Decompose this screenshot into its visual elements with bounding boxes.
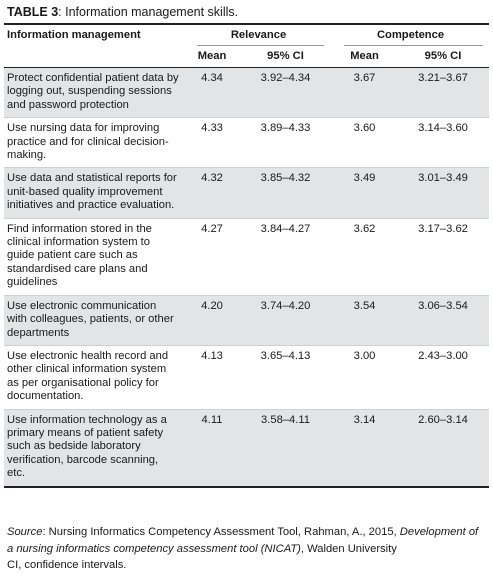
relevance-mean-cell: 4.32 <box>185 167 239 219</box>
caption-text: : Information management skills. <box>58 5 239 19</box>
relevance-mean-cell: 4.34 <box>185 67 239 119</box>
header-row-groups: Information management Relevance Compete… <box>4 25 489 45</box>
top-rule <box>4 23 489 25</box>
competence-mean-cell: 3.67 <box>332 67 398 119</box>
relevance-mean-cell: 4.33 <box>185 117 239 169</box>
skills-table: Information management Relevance Compete… <box>4 25 490 488</box>
relevance-ci-cell: 3.58–4.11 <box>239 409 333 488</box>
competence-ci-cell: 2.60–3.14 <box>397 409 490 488</box>
table-row: Use nursing data for improving practice … <box>4 117 490 169</box>
abbreviation-note: CI, confidence intervals. <box>7 559 127 571</box>
source-title: Development of a nursing informatics com… <box>7 526 479 555</box>
competence-ci-cell: 3.06–3.54 <box>397 295 490 346</box>
skill-cell: Find information stored in the clinical … <box>4 218 185 296</box>
header-row-sub: Mean 95% CI Mean 95% CI <box>4 46 490 68</box>
col-header-rel-ci: 95% CI <box>267 50 304 62</box>
relevance-ci-cell: 3.74–4.20 <box>239 295 333 346</box>
competence-mean-cell: 3.54 <box>332 295 398 346</box>
table-row: Find information stored in the clinical … <box>4 218 490 296</box>
group-rule-row <box>4 45 489 46</box>
col-header-comp-mean: Mean <box>350 50 379 62</box>
source-text-b: , Walden University <box>300 542 397 555</box>
competence-ci-cell: 3.17–3.62 <box>397 218 490 296</box>
relevance-mean-cell: 4.27 <box>185 218 239 296</box>
table-row: Protect confidential patient data by log… <box>4 67 490 119</box>
competence-ci-cell: 2.43–3.00 <box>397 345 490 410</box>
relevance-mean-cell: 4.20 <box>185 295 239 346</box>
group-header-relevance: Relevance <box>230 29 287 41</box>
table-row: Use electronic health record and other c… <box>4 345 490 410</box>
relevance-ci-cell: 3.65–4.13 <box>239 345 333 410</box>
skill-cell: Use nursing data for improving practice … <box>4 117 185 169</box>
table-row: Use data and statistical reports for uni… <box>4 167 490 219</box>
row-label-header: Information management <box>7 29 141 41</box>
source-note: Source: Nursing Informatics Competency A… <box>7 524 487 574</box>
source-label: Source <box>7 526 43 538</box>
relevance-ci-cell: 3.84–4.27 <box>239 218 333 296</box>
relevance-rule <box>197 45 325 46</box>
skill-cell: Use electronic health record and other c… <box>4 345 185 410</box>
relevance-ci-cell: 3.89–4.33 <box>239 117 333 169</box>
relevance-ci-cell: 3.92–4.34 <box>239 67 333 119</box>
relevance-mean-cell: 4.11 <box>185 409 239 488</box>
skill-cell: Use data and statistical reports for uni… <box>4 167 185 219</box>
skill-cell: Use electronic communication with collea… <box>4 295 185 346</box>
col-header-comp-ci: 95% CI <box>424 50 462 62</box>
relevance-ci-cell: 3.85–4.32 <box>239 167 333 219</box>
competence-mean-cell: 3.62 <box>332 218 398 296</box>
source-text-a: : Nursing Informatics Competency Assessm… <box>42 526 400 538</box>
skill-cell: Use information technology as a primary … <box>4 409 185 488</box>
competence-mean-cell: 3.14 <box>332 409 398 488</box>
competence-mean-cell: 3.00 <box>332 345 398 410</box>
col-header-rel-mean: Mean <box>197 50 227 62</box>
competence-mean-cell: 3.60 <box>332 117 398 169</box>
table-caption: TABLE 3: Information management skills. <box>7 4 238 20</box>
competence-mean-cell: 3.49 <box>332 167 398 219</box>
competence-rule <box>344 45 484 46</box>
skill-cell: Protect confidential patient data by log… <box>4 67 185 119</box>
caption-label: TABLE 3 <box>7 5 59 19</box>
table-row: Use electronic communication with collea… <box>4 295 490 346</box>
competence-ci-cell: 3.14–3.60 <box>397 117 490 169</box>
group-header-competence: Competence <box>376 29 445 41</box>
competence-ci-cell: 3.21–3.67 <box>397 67 490 119</box>
table-row: Use information technology as a primary … <box>4 409 490 488</box>
competence-ci-cell: 3.01–3.49 <box>397 167 490 219</box>
relevance-mean-cell: 4.13 <box>185 345 239 410</box>
